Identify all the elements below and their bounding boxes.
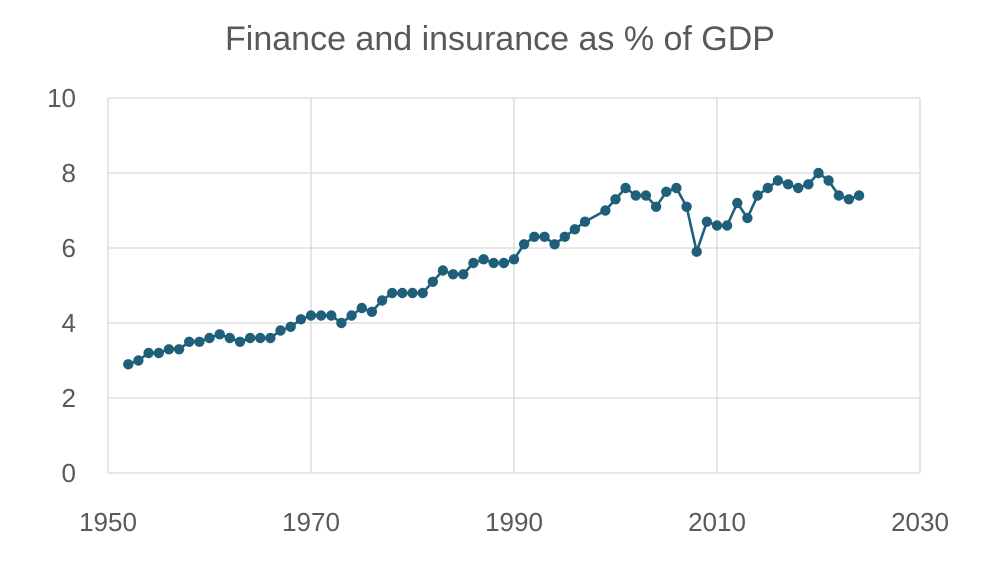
data-point [204,332,215,344]
data-point [478,254,489,265]
data-point [853,190,865,201]
data-point [529,231,540,242]
data-point [275,325,286,336]
data-point [569,224,581,235]
data-point [782,179,794,190]
data-point [346,310,357,321]
data-point [681,201,692,212]
data-point [508,254,520,265]
data-point [488,257,499,269]
data-point [224,332,235,344]
data-point [823,175,834,186]
x-tick-label: 1990 [485,507,543,537]
data-point [833,190,844,201]
data-point [366,306,378,317]
data-point [407,287,418,299]
data-point [336,317,347,329]
data-point [762,182,773,194]
data-point [163,344,175,355]
series-line [127,171,860,366]
data-point [539,231,550,242]
data-point [549,239,560,250]
data-point [671,182,682,194]
data-point [326,310,337,321]
data-point [813,167,824,179]
y-tick-label: 0 [62,458,76,488]
x-tick-label: 2010 [688,507,746,537]
data-point [376,295,388,306]
data-point [579,216,591,227]
y-tick-label: 6 [62,233,76,263]
data-point [772,175,784,186]
data-point [173,344,185,355]
data-point [234,336,246,347]
data-point [518,239,530,250]
data-point [701,216,713,227]
data-point [458,269,469,280]
data-point [559,231,570,242]
data-point [305,310,317,321]
x-tick-label: 1950 [79,507,137,537]
data-point [793,182,804,194]
data-point [843,194,855,205]
data-point [640,190,652,201]
data-point [711,220,723,231]
data-point [244,332,256,344]
data-point [143,347,154,359]
data-point [153,347,164,359]
data-point [600,205,611,216]
data-point [387,287,398,299]
data-point [650,201,662,212]
data-point [295,314,307,325]
data-point [123,359,134,370]
data-point [498,257,509,269]
data-point [315,310,327,321]
data-point [721,220,733,231]
data-point [417,287,428,299]
data-point [285,321,296,332]
data-point [803,179,814,190]
data-point [255,332,266,344]
data-point [691,246,702,257]
y-tick-label: 4 [62,308,76,338]
data-point [732,197,743,209]
data-point [437,265,449,276]
data-point [620,182,631,194]
chart-title: Finance and insurance as % of GDP [225,20,775,58]
data-point [610,194,621,205]
data-point [742,212,753,224]
x-tick-label: 2030 [891,507,949,537]
data-point [752,190,763,201]
x-tick-label: 1970 [282,507,340,537]
data-point [184,336,195,347]
data-point [356,302,367,314]
data-point [265,332,276,344]
data-point [214,329,225,340]
data-point [427,276,438,287]
data-point [397,287,408,299]
data-point [194,336,205,347]
data-point [133,355,144,366]
data-point [447,269,459,280]
data-point [630,190,641,201]
y-tick-label: 10 [47,83,76,113]
data-point [468,257,479,269]
y-tick-label: 8 [62,158,76,188]
y-tick-label: 2 [62,383,76,413]
data-point [661,186,672,197]
